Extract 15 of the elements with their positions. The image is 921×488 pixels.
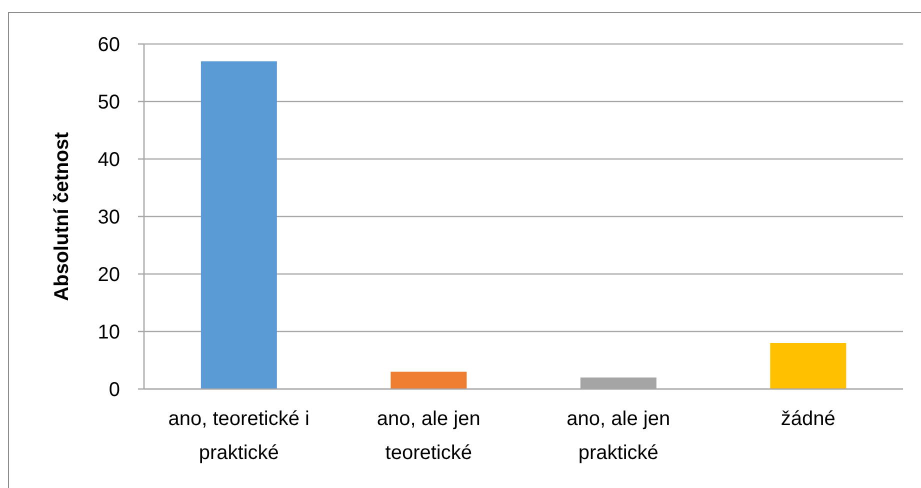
y-tick-label: 30 [98, 206, 120, 229]
bar [200, 61, 277, 389]
x-tick-label: ano, ale jen teoretické [376, 408, 480, 464]
y-tick-label: 10 [98, 322, 120, 344]
y-tick-label: 0 [108, 379, 120, 402]
bar [390, 372, 467, 389]
x-tick-label: ano, teoretické i praktické [168, 408, 310, 464]
bar [770, 343, 846, 389]
y-tick-label: 40 [98, 149, 120, 172]
x-tick-label: žádné [780, 408, 836, 430]
y-tick-label: 20 [98, 264, 120, 286]
y-tick-label: 60 [98, 34, 120, 56]
y-axis-title: Absolutní četnost [51, 132, 73, 301]
y-tick-label: 50 [98, 92, 120, 114]
x-tick-label: ano, ale jen praktické [566, 408, 670, 464]
